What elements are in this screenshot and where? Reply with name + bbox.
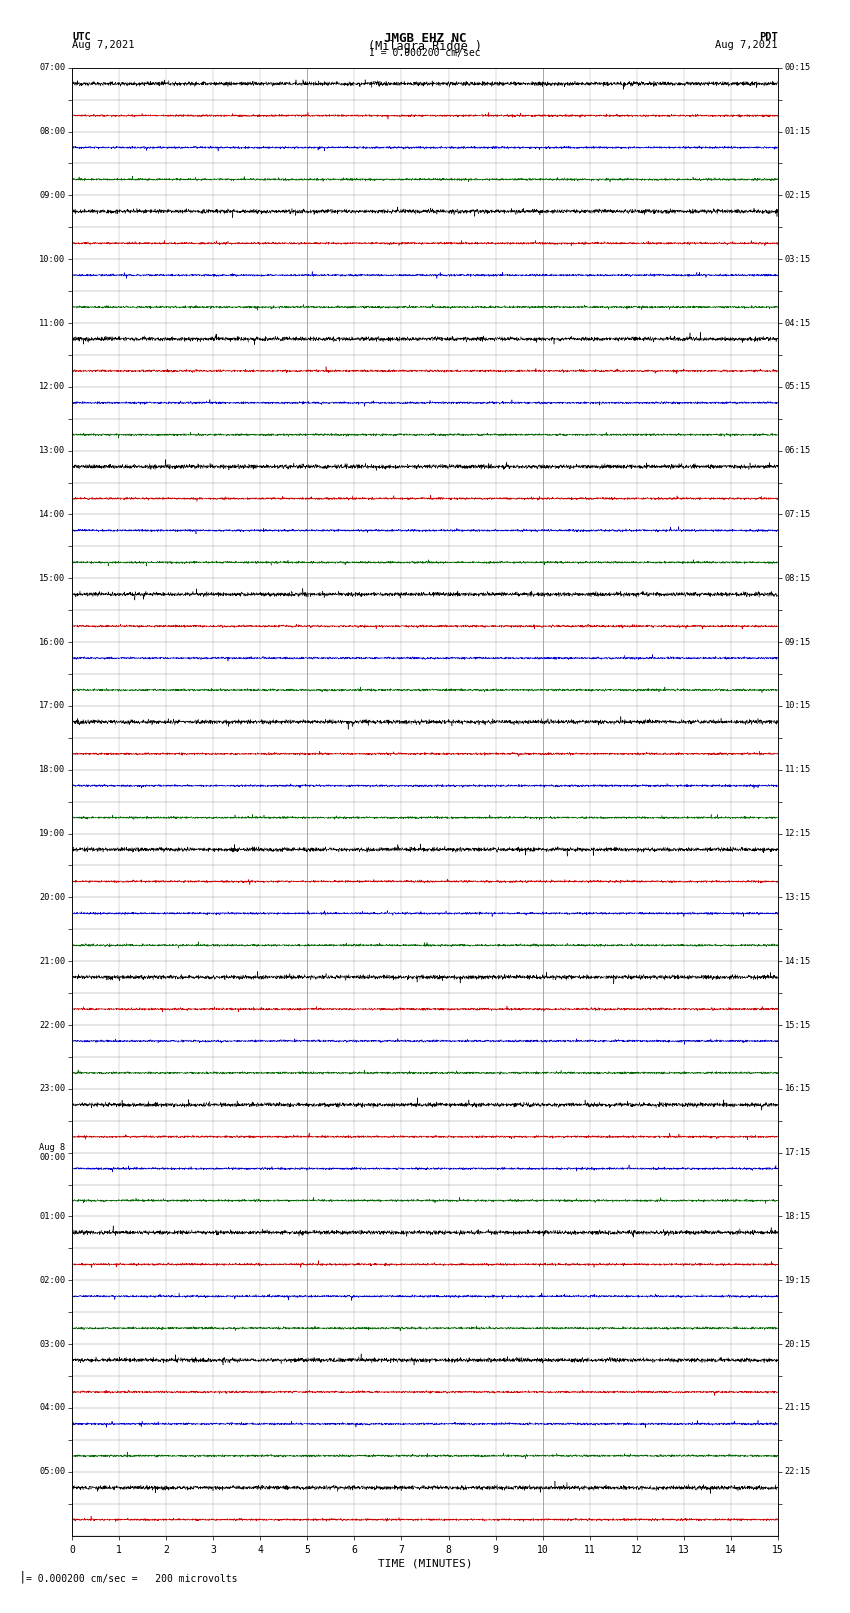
- Text: JMGB EHZ NC: JMGB EHZ NC: [383, 32, 467, 45]
- Text: I = 0.000200 cm/sec: I = 0.000200 cm/sec: [369, 48, 481, 58]
- Text: PDT: PDT: [759, 32, 778, 42]
- Text: Aug 7,2021: Aug 7,2021: [715, 40, 778, 50]
- Text: |: |: [19, 1571, 26, 1584]
- Text: = 0.000200 cm/sec =   200 microvolts: = 0.000200 cm/sec = 200 microvolts: [26, 1574, 237, 1584]
- Text: UTC: UTC: [72, 32, 91, 42]
- X-axis label: TIME (MINUTES): TIME (MINUTES): [377, 1558, 473, 1569]
- Text: Aug 7,2021: Aug 7,2021: [72, 40, 135, 50]
- Text: (Milagra Ridge ): (Milagra Ridge ): [368, 40, 482, 53]
